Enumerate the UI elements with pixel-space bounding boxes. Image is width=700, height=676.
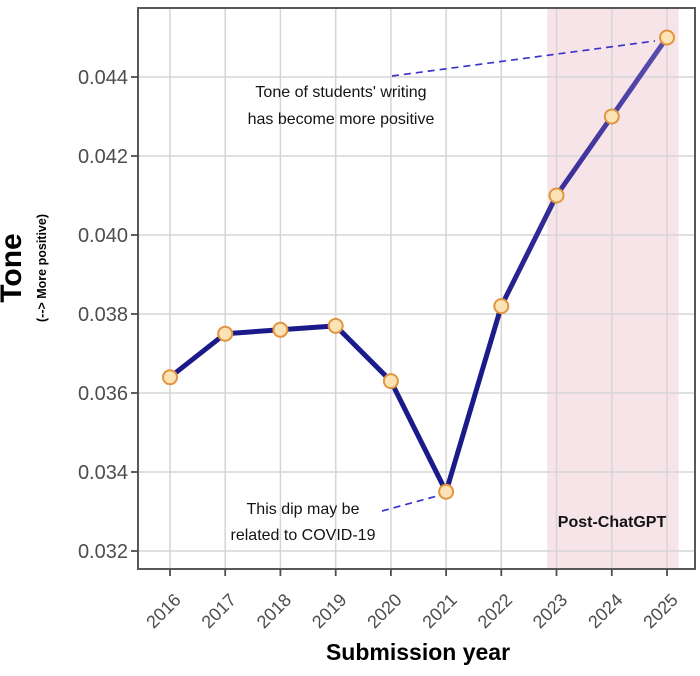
data-point bbox=[327, 317, 344, 334]
x-tick-label: 2020 bbox=[363, 590, 405, 632]
annotation-positive-line2: has become more positive bbox=[248, 111, 435, 128]
data-point bbox=[162, 369, 178, 386]
data-point bbox=[659, 29, 675, 46]
x-tick-label: 2017 bbox=[198, 590, 240, 632]
x-tick-label: 2022 bbox=[474, 590, 516, 632]
tone-line-series bbox=[167, 35, 670, 495]
callout-line-covid bbox=[381, 495, 438, 512]
x-tick-label: 2019 bbox=[308, 590, 350, 632]
y-axis-title: Tone bbox=[0, 233, 28, 302]
y-tick-label: 0.036 bbox=[78, 383, 128, 405]
y-tick-label: 0.034 bbox=[78, 462, 128, 484]
data-point bbox=[548, 187, 565, 204]
callout-line-positive bbox=[391, 40, 656, 77]
x-axis-title: Submission year bbox=[326, 639, 510, 665]
data-point bbox=[272, 321, 289, 338]
x-tick-label: 2016 bbox=[142, 590, 184, 632]
axis-ticks bbox=[131, 76, 668, 576]
y-tick-label: 0.044 bbox=[78, 67, 128, 89]
data-point bbox=[438, 483, 455, 500]
x-tick-labels: 2016 2017 2018 2019 2020 2021 2022 2023 2024 2025 bbox=[142, 590, 681, 632]
x-tick-label: 2024 bbox=[584, 590, 626, 632]
y-tick-labels: 0.032 0.034 0.036 0.038 0.040 0.042 0.044 bbox=[78, 67, 128, 563]
post-chatgpt-label: Post-ChatGPT bbox=[558, 514, 667, 531]
grid-lines bbox=[138, 8, 695, 569]
data-point bbox=[493, 298, 510, 315]
y-tick-label: 0.040 bbox=[78, 225, 128, 247]
y-tick-label: 0.042 bbox=[78, 146, 128, 168]
shaded-band-rect bbox=[547, 9, 679, 568]
y-axis-subtitle: (--> More positive) bbox=[35, 214, 49, 322]
x-tick-label: 2023 bbox=[529, 590, 571, 632]
x-tick-label: 2021 bbox=[418, 590, 460, 632]
x-tick-label: 2025 bbox=[639, 590, 681, 632]
data-point bbox=[217, 325, 234, 342]
annotation-covid-line2: related to COVID-19 bbox=[231, 527, 376, 544]
post-chatgpt-band bbox=[547, 9, 679, 568]
data-points bbox=[162, 29, 675, 500]
tone-line bbox=[167, 35, 670, 495]
plot-frame bbox=[137, 7, 696, 570]
data-point bbox=[382, 373, 399, 390]
data-point bbox=[603, 108, 620, 125]
annotation-covid-line1: This dip may be bbox=[247, 501, 360, 518]
x-tick-label: 2018 bbox=[253, 590, 295, 632]
y-tick-label: 0.032 bbox=[78, 541, 128, 563]
y-tick-label: 0.038 bbox=[78, 304, 128, 326]
annotation-positive-line1: Tone of students' writing bbox=[255, 84, 426, 101]
